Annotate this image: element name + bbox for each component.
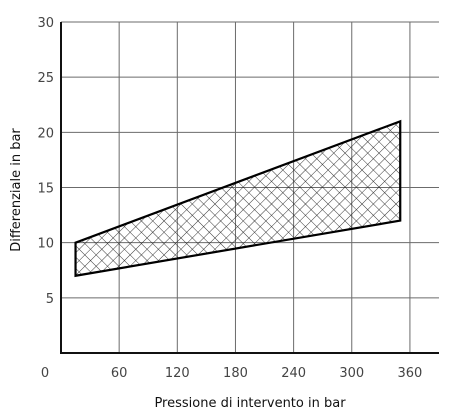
y-axis-title: Differenziale in bar	[9, 128, 24, 252]
x-tick-label-300: 300	[339, 366, 364, 381]
x-tick-label-240: 240	[281, 366, 306, 381]
axes-lines	[60, 22, 439, 354]
y-axis-ticks: 5 10 15 20 25 30	[37, 16, 54, 307]
x-tick-label-180: 180	[223, 366, 248, 381]
band-area	[74, 119, 402, 278]
x-tick-label-360: 360	[398, 366, 423, 381]
x-tick-label-120: 120	[165, 366, 190, 381]
y-tick-label-15: 15	[37, 182, 54, 197]
y-tick-label-10: 10	[37, 237, 54, 252]
plot-frame	[60, 22, 439, 354]
band-polygon-0	[74, 119, 402, 278]
x-axis-ticks: 0 60 120 180 240 300 360	[41, 366, 422, 381]
x-tick-label-60: 60	[111, 366, 128, 381]
x-axis-title: Pressione di intervento in bar	[154, 396, 346, 410]
origin-label: 0	[41, 366, 49, 381]
y-tick-label-30: 30	[37, 16, 54, 31]
y-tick-label-25: 25	[37, 71, 54, 86]
y-tick-label-20: 20	[37, 126, 54, 141]
y-tick-label-5: 5	[46, 292, 54, 307]
